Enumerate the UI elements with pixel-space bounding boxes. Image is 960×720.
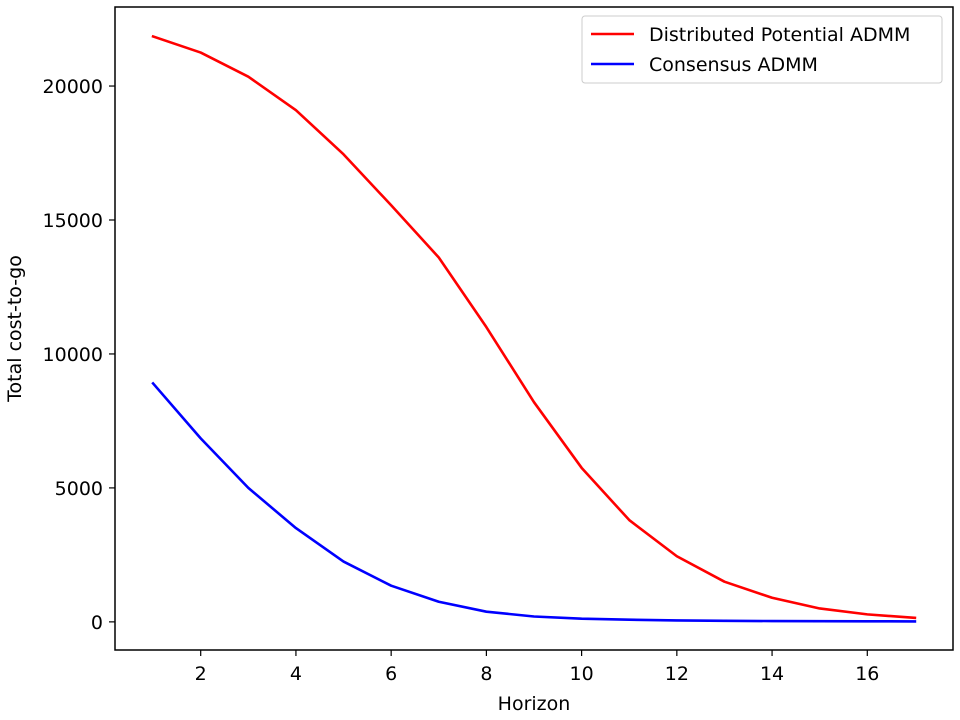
y-tick-label: 10000	[43, 344, 103, 366]
x-tick-label: 4	[290, 663, 302, 685]
y-tick-label: 15000	[43, 210, 103, 232]
y-tick-label: 20000	[43, 76, 103, 98]
legend-box	[581, 15, 943, 84]
x-tick-label: 14	[760, 663, 784, 685]
y-axis-label: Total cost-to-go	[4, 255, 26, 403]
x-tick-label: 16	[855, 663, 879, 685]
x-tick-label: 6	[385, 663, 397, 685]
y-tick-label: 5000	[55, 478, 103, 500]
y-axis: 0 5000 10000 15000 20000	[43, 76, 115, 634]
y-tick-label: 0	[91, 612, 103, 634]
x-tick-label: 8	[480, 663, 492, 685]
legend-entry-0: Distributed Potential ADMM	[649, 24, 910, 46]
series-layer	[151, 34, 917, 623]
legend-entry-1: Consensus ADMM	[649, 54, 818, 76]
x-axis-label: Horizon	[498, 693, 571, 715]
x-tick-label: 12	[665, 663, 689, 685]
series-line-1	[151, 381, 917, 623]
x-tick-label: 10	[570, 663, 594, 685]
series-line-0	[151, 34, 917, 620]
x-tick-label: 2	[195, 663, 207, 685]
x-axis: 2 4 6 8 10 12 14 16	[195, 650, 879, 685]
plot-frame	[114, 6, 954, 651]
legend: Distributed Potential ADMM Consensus ADMM	[581, 15, 943, 84]
